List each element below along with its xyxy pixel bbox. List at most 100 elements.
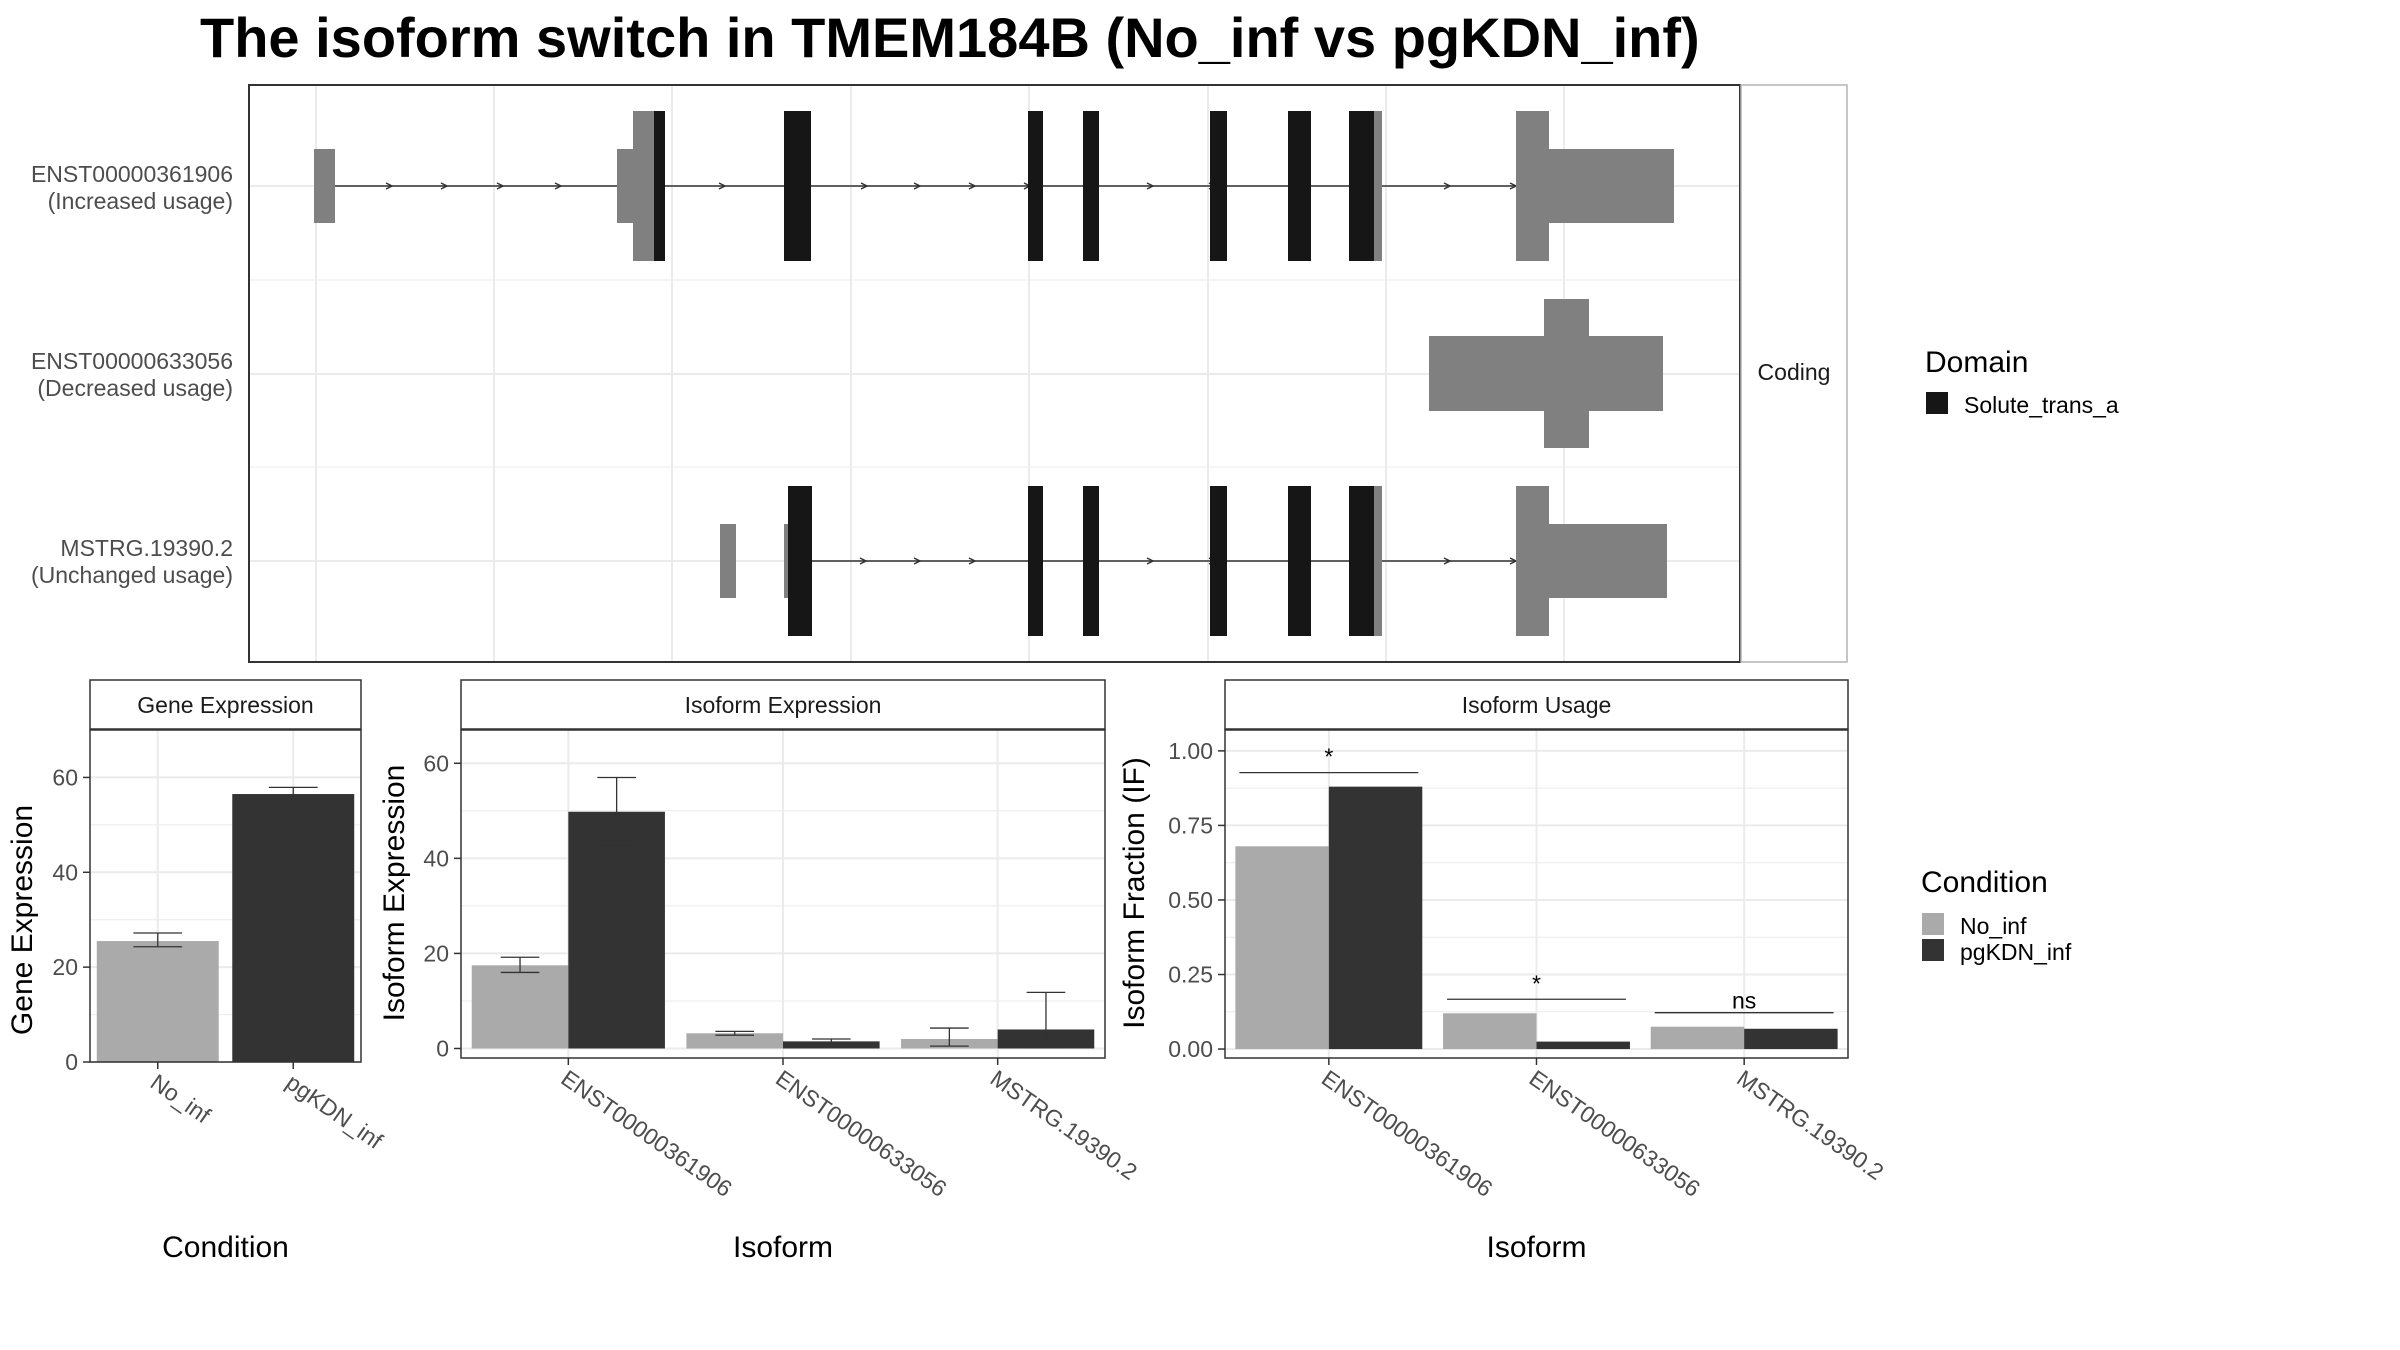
intron-arrow — [1443, 557, 1452, 565]
bar — [1443, 1013, 1537, 1050]
exon — [1544, 299, 1589, 448]
y-tick-label: 0.75 — [1168, 812, 1213, 838]
y-axis-title: Isoform Expression — [378, 765, 411, 1022]
x-tick-label: ENST00000361906 — [556, 1065, 736, 1202]
domain-exon — [1028, 486, 1043, 636]
x-axis-title: Isoform — [1486, 1231, 1586, 1264]
y-tick-label: 60 — [52, 764, 78, 790]
condition-legend: Condition No_inf pgKDN_inf — [1921, 866, 2072, 965]
x-axis-title: Isoform — [733, 1231, 833, 1264]
transcript-usage-label: (Decreased usage) — [37, 375, 233, 401]
domain-legend: Domain Solute_trans_a — [1925, 346, 2119, 418]
x-tick-label: MSTRG.19390.2 — [986, 1065, 1142, 1185]
x-tick-label: ENST00000633056 — [771, 1065, 951, 1202]
domain-exon — [1288, 486, 1311, 636]
domain-exon — [1083, 111, 1099, 261]
intron-arrow — [385, 182, 394, 190]
transcript-id-label: ENST00000633056 — [31, 348, 233, 374]
significance-label: ns — [1732, 988, 1756, 1014]
strip-box — [89, 679, 362, 730]
intron-arrow — [496, 182, 505, 190]
domain-exon — [784, 111, 811, 261]
condition-legend-title: Condition — [1921, 866, 2048, 899]
y-tick-label: 20 — [423, 940, 449, 966]
intron-arrow — [859, 557, 868, 565]
exon — [1549, 149, 1674, 223]
y-tick-label: 20 — [52, 954, 78, 980]
intron-arrow — [968, 557, 977, 565]
strip-label: Gene Expression — [137, 692, 313, 718]
domain-exon — [1288, 111, 1311, 261]
bar — [232, 794, 355, 1062]
domain-exon — [1349, 486, 1374, 636]
condition-legend-label: No_inf — [1960, 913, 2027, 939]
x-tick-label: MSTRG.19390.2 — [1732, 1065, 1888, 1185]
plot-title: The isoform switch in TMEM184B (No_inf v… — [200, 6, 1700, 69]
condition-legend-swatch-pgkdn-inf — [1922, 939, 1944, 961]
bar — [96, 941, 219, 1062]
bar — [1744, 1028, 1838, 1050]
plot-border — [1224, 729, 1849, 1059]
isoform-expression-panel: Isoform Expression Isoform Isoform Expre… — [378, 679, 1142, 1264]
exon — [784, 524, 788, 598]
transcript-id-label: MSTRG.19390.2 — [60, 535, 233, 561]
x-tick-label: pgKDN_inf — [281, 1069, 388, 1154]
intron-arrow — [968, 182, 977, 190]
domain-legend-swatch — [1926, 392, 1948, 414]
domain-exon — [1210, 486, 1227, 636]
exon — [720, 524, 736, 598]
strip-label: Isoform Expression — [685, 692, 882, 718]
plot-border — [89, 729, 362, 1063]
condition-legend-swatch-no-inf — [1922, 913, 1944, 935]
intron-arrow — [913, 557, 922, 565]
x-tick-label: ENST00000361906 — [1317, 1065, 1497, 1202]
significance-label: * — [1532, 970, 1541, 996]
facet-strip-label: Coding — [1758, 359, 1831, 385]
structure-tracks — [314, 111, 1674, 636]
transcript-id-label: ENST00000361906 — [31, 161, 233, 187]
y-axis-title: Gene Expression — [6, 805, 39, 1035]
structure-panel-border — [248, 84, 1741, 663]
y-tick-label: 1.00 — [1168, 738, 1213, 764]
bar — [1328, 786, 1423, 1050]
transcript-usage-label: (Unchanged usage) — [31, 562, 233, 588]
y-tick-label: 0.00 — [1168, 1036, 1213, 1062]
intron-arrow — [860, 182, 869, 190]
domain-exon — [788, 486, 812, 636]
x-tick-label: No_inf — [146, 1069, 216, 1129]
exon — [1516, 486, 1549, 636]
intron-arrow — [440, 182, 449, 190]
exon — [1549, 524, 1667, 598]
structure-panel: Coding ENST00000361906 (Increased usage)… — [31, 84, 1848, 663]
bar — [471, 965, 569, 1049]
y-axis-title: Isoform Fraction (IF) — [1118, 757, 1151, 1029]
y-tick-label: 0 — [436, 1035, 449, 1061]
domain-exon — [1028, 111, 1043, 261]
domain-exon — [1210, 111, 1227, 261]
bar — [568, 811, 665, 1049]
domain-legend-label: Solute_trans_a — [1964, 392, 2119, 418]
y-tick-label: 0.25 — [1168, 962, 1213, 988]
exon — [1374, 486, 1382, 636]
domain-legend-title: Domain — [1925, 346, 2028, 379]
significance-label: * — [1324, 744, 1333, 770]
gene-expression-panel: Gene Expression Condition Gene Expressio… — [6, 679, 388, 1264]
transcript-usage-label: (Increased usage) — [48, 188, 233, 214]
exon — [633, 111, 654, 261]
intron-arrow — [1146, 557, 1155, 565]
condition-legend-label: pgKDN_inf — [1960, 939, 2072, 965]
y-tick-label: 60 — [423, 750, 449, 776]
exon — [314, 149, 335, 223]
strip-box — [1224, 679, 1849, 730]
y-tick-label: 40 — [423, 845, 449, 871]
domain-exon — [1349, 111, 1374, 261]
x-axis-title: Condition — [162, 1231, 289, 1264]
bar — [1536, 1041, 1630, 1050]
bar — [1650, 1026, 1745, 1050]
y-tick-label: 0.50 — [1168, 887, 1213, 913]
y-tick-label: 0 — [65, 1049, 78, 1075]
exon — [1374, 111, 1382, 261]
exon — [1516, 111, 1549, 261]
x-tick-label: ENST00000633056 — [1525, 1065, 1705, 1202]
domain-exon — [654, 111, 665, 261]
